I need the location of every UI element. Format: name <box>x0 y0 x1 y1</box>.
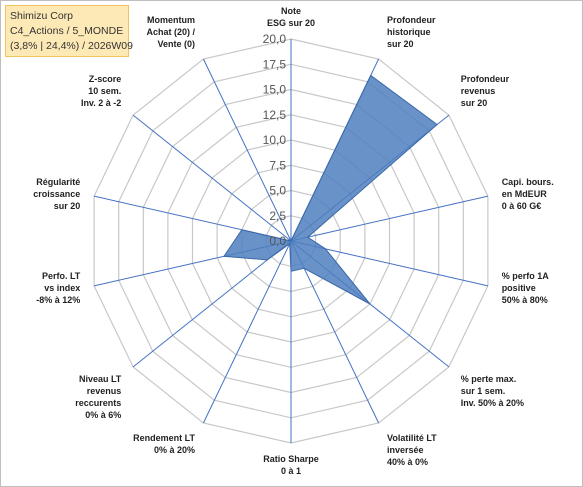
tick-label: 20,0 <box>263 32 287 46</box>
axis-label: % perfo 1A positive 50% à 80% <box>502 271 550 305</box>
axis-label: Z-score 10 sem. Inv. 2 à -2 <box>81 74 121 108</box>
axis-label-line: Capi. bours. <box>502 177 554 187</box>
axis-label-line: sur 1 sem. <box>461 386 506 396</box>
axis-label: Note ESG sur 20 <box>267 6 315 28</box>
axis-label-line: 0% à 20% <box>154 445 195 455</box>
axis-label-line: Profondeur <box>387 15 436 25</box>
title-line-2: C4_Actions / 5_MONDE <box>10 25 124 37</box>
axis-label-line: positive <box>502 283 536 293</box>
axis-label-line: Volatilité LT <box>387 433 437 443</box>
axis-spoke <box>132 114 292 242</box>
axis-label: Régularité croissance sur 20 <box>33 177 80 211</box>
axis-label: % perte max. sur 1 sem. Inv. 50% à 20% <box>461 374 524 408</box>
axis-label-line: reccurents <box>75 398 121 408</box>
axis-label-line: 40% à 0% <box>387 457 428 467</box>
axis-label-line: 10 sem. <box>88 86 121 96</box>
axis-spoke <box>132 240 292 368</box>
axis-label-line: Vente (0) <box>157 39 195 49</box>
axis-label-line: Niveau LT <box>79 374 122 384</box>
axis-label-line: Régularité <box>36 177 80 187</box>
axis-label-line: Note <box>281 6 301 16</box>
axis-label-line: vs index <box>44 283 80 293</box>
axis-label-line: Inv. 50% à 20% <box>461 398 524 408</box>
axis-label: Profondeur historique sur 20 <box>387 15 436 49</box>
axis-label-line: % perfo 1A <box>502 271 550 281</box>
axis-label-line: Rendement LT <box>133 433 195 443</box>
axis-label-line: en MdEUR <box>502 189 548 199</box>
axis-label-line: 0 à 1 <box>281 466 301 476</box>
axis-label-line: Ratio Sharpe <box>263 454 319 464</box>
axis-label-line: sur 20 <box>387 39 414 49</box>
axis-label-line: revenus <box>87 386 122 396</box>
tick-label: 2,5 <box>269 209 286 223</box>
axis-label: Ratio Sharpe 0 à 1 <box>263 454 319 476</box>
title-line-3: (3,8% | 24,4%) / 2026W09 <box>10 40 133 52</box>
axis-label-line: 50% à 80% <box>502 295 548 305</box>
axis-label-line: 0% à 6% <box>85 410 121 420</box>
axis-label-line: sur 20 <box>54 201 81 211</box>
axis-spoke <box>290 240 380 424</box>
tick-label: 17,5 <box>263 57 287 71</box>
axis-label-line: Inv. 2 à -2 <box>81 98 121 108</box>
axis-label-line: Profondeur <box>461 74 510 84</box>
axis-spoke <box>202 58 292 242</box>
title-line-1: Shimizu Corp <box>10 10 74 22</box>
tick-label: 0,0 <box>269 234 286 248</box>
axis-label: Profondeur revenus sur 20 <box>461 74 510 108</box>
tick-label: 10,0 <box>263 133 287 147</box>
axis-label-line: revenus <box>461 86 496 96</box>
axis-label-line: ESG sur 20 <box>267 18 315 28</box>
axis-label-line: Z-score <box>89 74 122 84</box>
axis-label: Capi. bours. en MdEUR 0 à 60 G€ <box>502 177 554 211</box>
tick-label: 15,0 <box>263 83 287 97</box>
tick-label: 5,0 <box>269 184 286 198</box>
series-area <box>223 74 438 305</box>
axis-label-line: inversée <box>387 445 424 455</box>
label-layer: Note ESG sur 20 Profondeur historique sur 20… <box>33 6 553 476</box>
tick-label: 7,5 <box>269 158 286 172</box>
axis-label-line: Momentum <box>147 15 195 25</box>
axis-label-line: historique <box>387 27 431 37</box>
title-box: Shimizu Corp C4_Actions / 5_MONDE (3,8% … <box>5 5 133 57</box>
axis-label: Rendement LT 0% à 20% <box>133 433 195 455</box>
axis-label-line: Perfo. LT <box>42 271 81 281</box>
axis-label: Niveau LT revenus reccurents 0% à 6% <box>75 374 122 420</box>
axis-label: Perfo. LT vs index -8% à 12% <box>36 271 81 305</box>
tick-layer: 0,0 2,5 5,0 7,5 10,0 12,5 15,0 17,5 20,0 <box>263 32 287 248</box>
axis-spoke <box>202 240 292 424</box>
axis-label-line: croissance <box>33 189 80 199</box>
axis-spoke <box>290 195 489 242</box>
axis-label-line: -8% à 12% <box>36 295 80 305</box>
axis-label: Volatilité LT inversée 40% à 0% <box>387 433 437 467</box>
tick-label: 12,5 <box>263 108 287 122</box>
axis-label-line: Achat (20) / <box>146 27 195 37</box>
axis-label: Momentum Achat (20) / Vente (0) <box>146 15 195 49</box>
axis-label-line: sur 20 <box>461 98 488 108</box>
axis-label-line: 0 à 60 G€ <box>502 201 542 211</box>
axis-label-line: % perte max. <box>461 374 517 384</box>
series-layer <box>223 74 438 305</box>
